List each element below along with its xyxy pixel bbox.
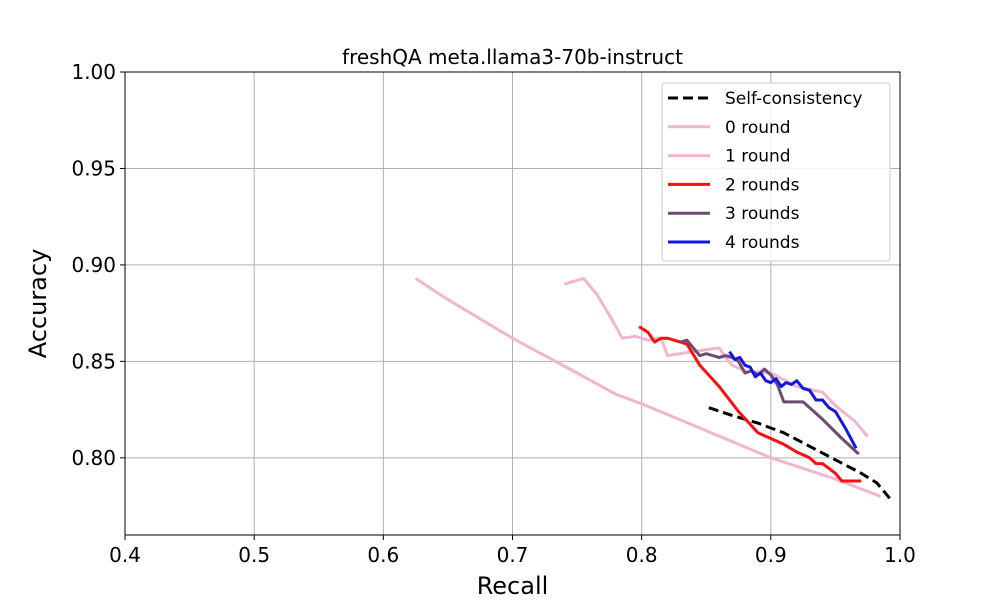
x-tick-label: 0.9 xyxy=(755,543,787,567)
legend-label: 1 round xyxy=(725,147,791,167)
series-line-2 xyxy=(563,276,869,438)
series-line-0 xyxy=(708,406,891,500)
legend-label: 0 round xyxy=(725,118,791,138)
y-tick-label: 0.95 xyxy=(71,156,116,180)
legend: Self-consistency 0 round 1 round 2 rounds 3 … xyxy=(661,82,891,262)
x-tick-label: 0.6 xyxy=(367,543,399,567)
x-tick-label: 0.8 xyxy=(626,543,658,567)
series-line-5 xyxy=(728,350,858,449)
y-axis-label: Accuracy xyxy=(24,249,52,359)
x-tick-label: 1.0 xyxy=(884,543,916,567)
series-line-3 xyxy=(638,325,862,483)
x-tick-label: 0.7 xyxy=(497,543,529,567)
y-tick-label: 0.80 xyxy=(71,446,116,470)
y-tick-label: 0.85 xyxy=(71,349,116,373)
y-tick-label: 1.00 xyxy=(71,60,116,84)
y-axis-ticks: 0.80 0.85 0.90 0.95 1.00 xyxy=(71,60,125,470)
legend-items: Self-consistency 0 round 1 round 2 rounds 3 … xyxy=(668,89,862,253)
legend-label: Self-consistency xyxy=(725,89,862,109)
series-line-1 xyxy=(414,277,882,498)
x-tick-label: 0.4 xyxy=(109,543,141,567)
x-axis-label: Recall xyxy=(477,572,549,600)
series-line-4 xyxy=(679,338,860,456)
legend-label: 4 rounds xyxy=(725,233,800,253)
legend-box xyxy=(661,82,891,262)
y-tick-label: 0.90 xyxy=(71,253,116,277)
x-axis-ticks: 0.4 0.5 0.6 0.7 0.8 0.9 1.0 xyxy=(109,535,916,567)
series-layer xyxy=(414,276,891,500)
chart-title: freshQA meta.llama3-70b-instruct xyxy=(342,45,683,69)
legend-label: 3 rounds xyxy=(725,204,800,224)
x-tick-label: 0.5 xyxy=(238,543,270,567)
legend-label: 2 rounds xyxy=(725,175,800,195)
